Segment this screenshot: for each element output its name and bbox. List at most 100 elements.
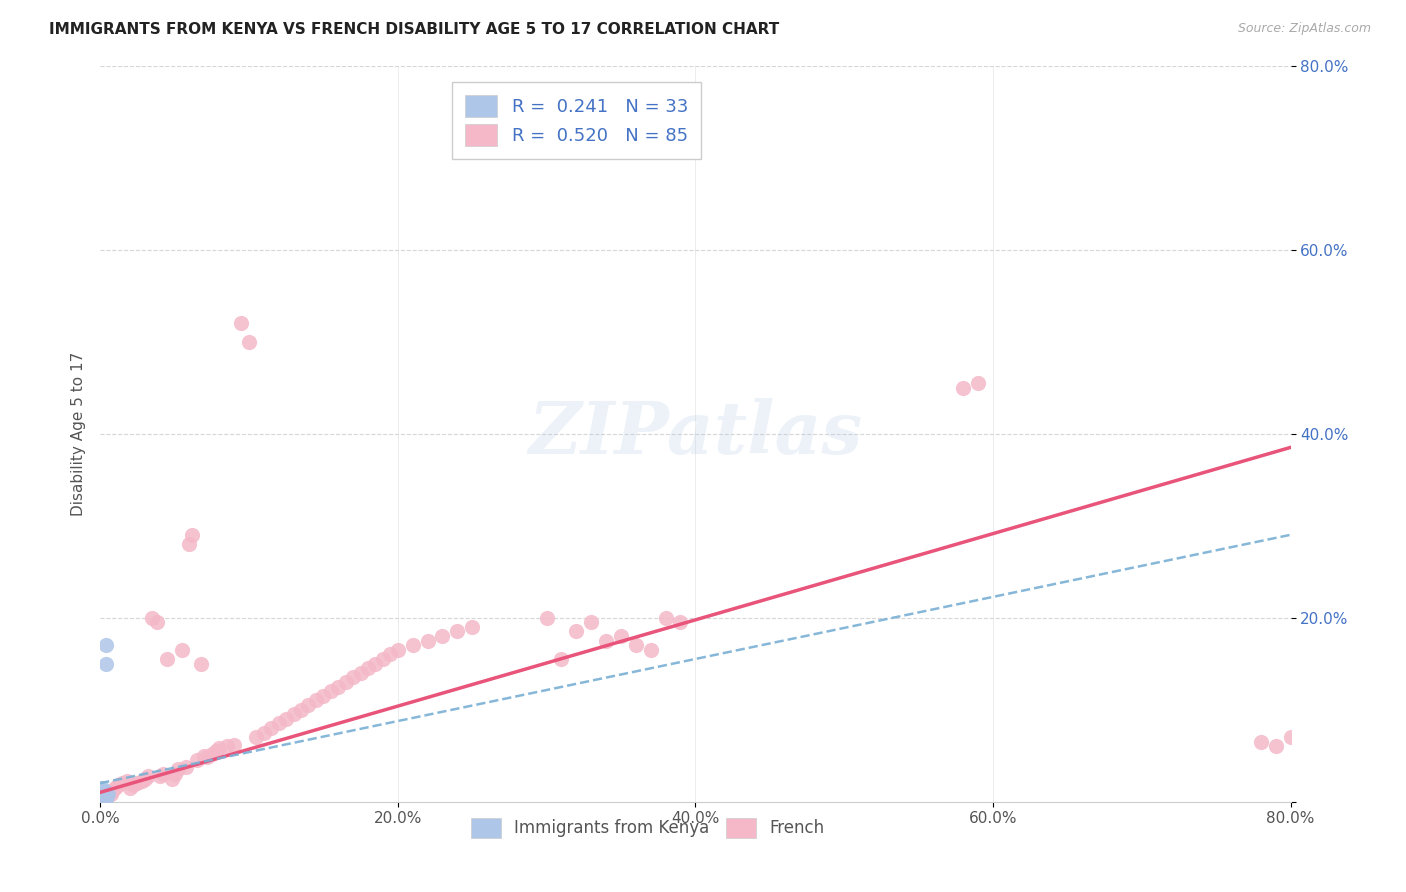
- Point: [93, 789, 115, 804]
- Point: [624, 638, 647, 652]
- Point: [550, 652, 572, 666]
- Point: [141, 610, 163, 624]
- Point: [245, 730, 267, 744]
- Point: [387, 642, 409, 657]
- Text: Source: ZipAtlas.com: Source: ZipAtlas.com: [1237, 22, 1371, 36]
- Point: [94, 789, 117, 804]
- Point: [195, 750, 218, 764]
- Point: [231, 316, 253, 330]
- Point: [91, 787, 114, 801]
- Point: [90, 789, 112, 804]
- Point: [93, 789, 115, 803]
- Point: [170, 642, 193, 657]
- Point: [579, 615, 602, 630]
- Point: [90, 792, 112, 806]
- Point: [93, 792, 115, 806]
- Point: [349, 665, 371, 680]
- Point: [93, 783, 115, 797]
- Point: [222, 738, 245, 752]
- Point: [90, 780, 112, 795]
- Point: [260, 721, 283, 735]
- Point: [163, 767, 186, 781]
- Point: [176, 759, 198, 773]
- Point: [94, 792, 117, 806]
- Point: [145, 615, 167, 630]
- Point: [193, 748, 215, 763]
- Point: [91, 792, 114, 806]
- Point: [335, 675, 357, 690]
- Point: [297, 698, 319, 712]
- Point: [208, 741, 231, 756]
- Point: [104, 780, 127, 795]
- Point: [461, 620, 484, 634]
- Point: [134, 772, 156, 786]
- Point: [416, 633, 439, 648]
- Point: [93, 791, 115, 805]
- Point: [201, 747, 224, 761]
- Point: [595, 633, 617, 648]
- Point: [91, 784, 114, 798]
- Point: [90, 789, 112, 804]
- Point: [94, 789, 117, 803]
- Point: [90, 792, 112, 806]
- Text: IMMIGRANTS FROM KENYA VS FRENCH DISABILITY AGE 5 TO 17 CORRELATION CHART: IMMIGRANTS FROM KENYA VS FRENCH DISABILI…: [49, 22, 779, 37]
- Point: [1279, 730, 1302, 744]
- Point: [276, 712, 298, 726]
- Point: [357, 661, 380, 675]
- Point: [93, 787, 115, 801]
- Point: [967, 376, 990, 390]
- Text: ZIPatlas: ZIPatlas: [529, 398, 862, 469]
- Point: [94, 638, 117, 652]
- Point: [319, 684, 342, 698]
- Point: [364, 657, 387, 671]
- Point: [238, 334, 260, 349]
- Point: [94, 789, 117, 804]
- Point: [90, 792, 112, 806]
- Point: [97, 785, 120, 799]
- Point: [149, 769, 172, 783]
- Y-axis label: Disability Age 5 to 17: Disability Age 5 to 17: [72, 351, 86, 516]
- Point: [93, 789, 115, 803]
- Point: [181, 528, 204, 542]
- Point: [90, 793, 112, 807]
- Point: [305, 693, 328, 707]
- Point: [121, 778, 143, 792]
- Point: [190, 657, 212, 671]
- Point: [669, 615, 692, 630]
- Point: [90, 794, 112, 808]
- Point: [91, 789, 114, 804]
- Point: [91, 793, 114, 807]
- Point: [267, 716, 290, 731]
- Point: [156, 652, 179, 666]
- Point: [166, 763, 188, 777]
- Point: [90, 785, 112, 799]
- Point: [91, 785, 114, 799]
- Point: [91, 788, 114, 802]
- Point: [136, 769, 159, 783]
- Point: [215, 739, 238, 754]
- Point: [93, 789, 115, 803]
- Point: [97, 787, 120, 801]
- Point: [253, 725, 276, 739]
- Point: [152, 767, 174, 781]
- Point: [93, 786, 115, 800]
- Point: [283, 707, 305, 722]
- Point: [186, 753, 208, 767]
- Point: [1264, 739, 1286, 754]
- Point: [1250, 735, 1272, 749]
- Point: [100, 787, 122, 801]
- Point: [91, 787, 114, 801]
- Point: [640, 642, 662, 657]
- Point: [290, 702, 312, 716]
- Legend: Immigrants from Kenya, French: Immigrants from Kenya, French: [464, 811, 831, 845]
- Point: [371, 652, 394, 666]
- Point: [90, 791, 112, 805]
- Point: [654, 610, 676, 624]
- Point: [179, 537, 201, 551]
- Point: [205, 744, 228, 758]
- Point: [91, 791, 114, 805]
- Point: [118, 780, 141, 795]
- Point: [131, 774, 153, 789]
- Point: [312, 689, 335, 703]
- Point: [952, 381, 974, 395]
